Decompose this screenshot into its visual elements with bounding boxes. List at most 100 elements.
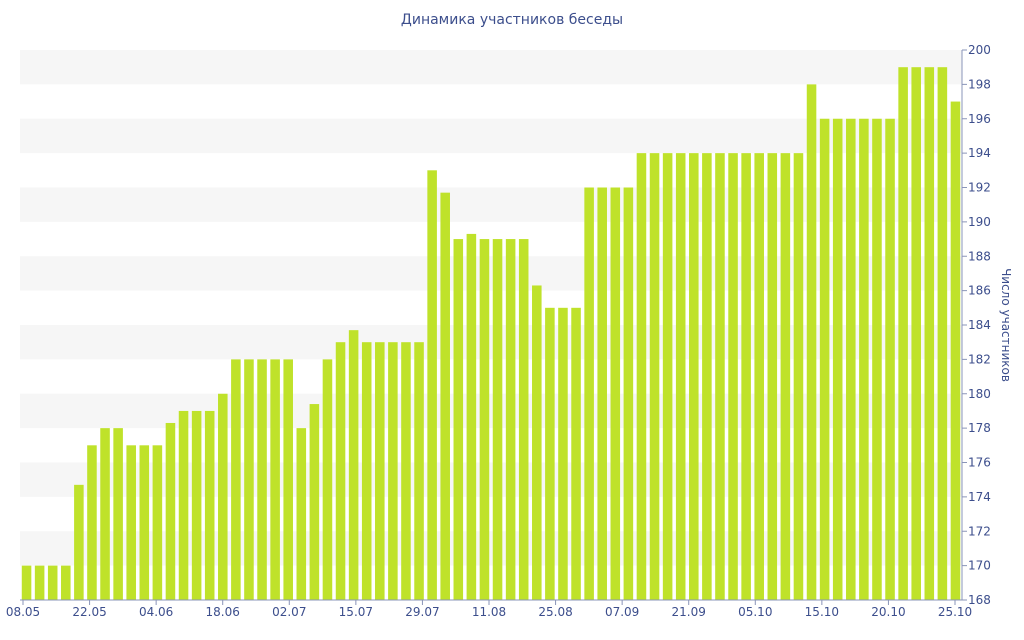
bar[interactable] xyxy=(165,422,176,600)
y-tick-label: 192 xyxy=(968,181,991,195)
bar[interactable] xyxy=(793,153,804,601)
y-tick-label: 188 xyxy=(968,249,991,263)
bar[interactable] xyxy=(846,118,856,600)
bar[interactable] xyxy=(204,410,215,600)
x-tick-label: 07.09 xyxy=(605,605,639,619)
bar[interactable] xyxy=(244,359,254,601)
bar[interactable] xyxy=(34,565,45,601)
y-tick-label: 182 xyxy=(968,352,991,366)
bar[interactable] xyxy=(754,153,764,601)
bar[interactable] xyxy=(623,187,634,601)
bar[interactable] xyxy=(322,359,333,601)
bar[interactable] xyxy=(152,445,163,600)
bar[interactable] xyxy=(505,239,516,600)
grid-band xyxy=(20,50,962,85)
grid-band xyxy=(20,462,962,497)
bar[interactable] xyxy=(767,153,778,601)
bar[interactable] xyxy=(231,359,241,601)
bar[interactable] xyxy=(401,342,411,600)
bar[interactable] xyxy=(950,101,961,600)
x-tick-label: 25.10 xyxy=(938,605,972,619)
x-tick-label: 15.10 xyxy=(805,605,839,619)
bar[interactable] xyxy=(832,118,843,600)
bar[interactable] xyxy=(675,153,686,601)
y-axis-title: Число участников xyxy=(999,268,1013,382)
x-axis: 08.05 22.05 04.06 18.06 02.07 15.07 29.07 11.08… xyxy=(6,600,972,619)
bar[interactable] xyxy=(47,565,58,601)
bar[interactable] xyxy=(558,307,568,600)
bar[interactable] xyxy=(806,84,817,601)
chart-title: Динамика участников беседы xyxy=(400,12,624,28)
bar[interactable] xyxy=(466,233,477,600)
x-tick-label: 05.10 xyxy=(738,605,772,619)
bar[interactable] xyxy=(440,192,450,600)
bar[interactable] xyxy=(741,153,751,601)
y-tick-label: 172 xyxy=(968,524,991,538)
bar[interactable] xyxy=(453,239,464,600)
bar[interactable] xyxy=(492,239,503,600)
bar[interactable] xyxy=(361,342,372,600)
bars xyxy=(21,67,961,601)
bar[interactable] xyxy=(689,153,699,601)
bar[interactable] xyxy=(257,359,267,601)
bar[interactable] xyxy=(218,393,228,600)
bar[interactable] xyxy=(872,118,882,600)
bar[interactable] xyxy=(21,565,32,601)
y-tick-label: 168 xyxy=(968,593,991,607)
bar[interactable] xyxy=(532,285,542,600)
x-tick-label: 15.07 xyxy=(339,605,373,619)
y-tick-label: 174 xyxy=(968,490,991,504)
bar[interactable] xyxy=(610,187,621,601)
bar[interactable] xyxy=(898,67,908,600)
bar[interactable] xyxy=(636,153,647,601)
bar[interactable] xyxy=(126,445,136,600)
bar[interactable] xyxy=(348,330,359,600)
bar[interactable] xyxy=(545,307,555,600)
bar[interactable] xyxy=(270,359,280,601)
x-tick-label: 11.08 xyxy=(472,605,506,619)
bar[interactable] xyxy=(597,187,607,601)
bar[interactable] xyxy=(728,153,738,601)
bar[interactable] xyxy=(87,445,97,600)
bar[interactable] xyxy=(662,153,673,601)
y-tick-label: 180 xyxy=(968,387,991,401)
x-tick-label: 21.09 xyxy=(672,605,706,619)
bar[interactable] xyxy=(911,67,921,600)
x-tick-label: 02.07 xyxy=(272,605,306,619)
bar[interactable] xyxy=(139,445,150,600)
bar[interactable] xyxy=(335,342,346,600)
grid-band xyxy=(20,531,962,566)
y-tick-label: 200 xyxy=(968,43,991,57)
bar[interactable] xyxy=(296,428,307,601)
bar[interactable] xyxy=(479,239,490,600)
bar[interactable] xyxy=(309,404,320,600)
y-axis: 168 170 172 174 176 178 180 182 184 186 188 190 192 1… xyxy=(962,43,991,607)
bar[interactable] xyxy=(100,428,110,601)
bar[interactable] xyxy=(74,484,84,600)
bar[interactable] xyxy=(859,118,869,600)
bar[interactable] xyxy=(61,565,71,601)
bar[interactable] xyxy=(715,153,725,601)
grid-band xyxy=(20,325,962,360)
bar[interactable] xyxy=(113,428,123,601)
y-tick-label: 196 xyxy=(968,112,991,126)
bar[interactable] xyxy=(427,170,437,600)
bar[interactable] xyxy=(885,118,895,600)
bar[interactable] xyxy=(414,342,424,600)
bar[interactable] xyxy=(649,153,660,601)
bar[interactable] xyxy=(584,187,594,601)
y-tick-label: 198 xyxy=(968,77,991,91)
bar[interactable] xyxy=(571,307,581,600)
x-tick-label: 04.06 xyxy=(139,605,173,619)
bar[interactable] xyxy=(924,67,935,600)
bar[interactable] xyxy=(702,153,712,601)
bar[interactable] xyxy=(191,410,202,600)
bar[interactable] xyxy=(375,342,385,600)
bar[interactable] xyxy=(780,153,791,601)
bar[interactable] xyxy=(283,359,293,601)
bar[interactable] xyxy=(937,67,948,600)
bar[interactable] xyxy=(518,239,529,600)
bar[interactable] xyxy=(819,118,830,600)
bar[interactable] xyxy=(388,342,398,600)
bar[interactable] xyxy=(178,410,189,600)
